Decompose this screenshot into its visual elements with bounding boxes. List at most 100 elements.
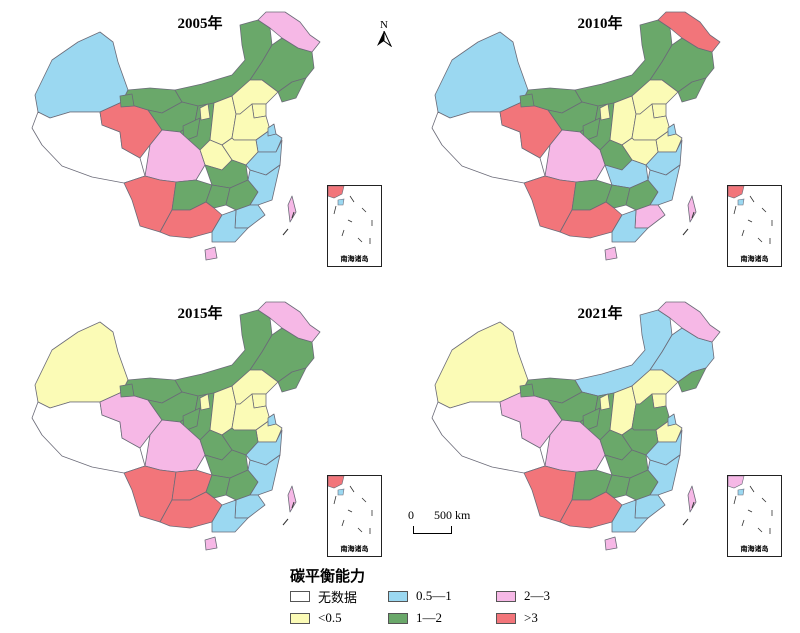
province-region xyxy=(434,31,529,119)
boundary-dash xyxy=(691,211,695,219)
boundary-dash xyxy=(691,501,695,509)
inset-island xyxy=(337,198,345,206)
province-region xyxy=(667,123,677,137)
china-map xyxy=(31,301,321,551)
legend-swatch xyxy=(388,612,408,624)
province-region xyxy=(519,383,535,398)
panel-title: 2021年 xyxy=(577,306,623,322)
legend: 碳平衡能力 无数据 <0.5 0.5—1 1—2 2—3 >3 xyxy=(288,565,588,633)
inset-land xyxy=(728,186,745,199)
province-region xyxy=(599,393,611,411)
province-region xyxy=(267,413,277,427)
inset-label: 南海诸岛 xyxy=(740,545,769,553)
legend-swatch xyxy=(290,612,310,624)
legend-item-0-5-1: 0.5—1 xyxy=(388,587,452,605)
province-region xyxy=(34,321,129,409)
inset-dash xyxy=(357,527,363,533)
legend-label: >3 xyxy=(524,610,538,626)
china-map xyxy=(431,11,721,261)
province-region xyxy=(611,209,649,243)
map-panel-2021: 2021年 南海诸岛 xyxy=(400,290,800,580)
province-region xyxy=(611,499,649,533)
province-region xyxy=(205,474,231,499)
inset-map xyxy=(728,186,773,244)
province-region xyxy=(119,383,135,398)
province-region xyxy=(605,184,631,209)
province-region xyxy=(657,11,721,53)
legend-swatch xyxy=(496,612,516,624)
inset-label: 南海诸岛 xyxy=(340,545,369,553)
legend-label: 1—2 xyxy=(416,610,442,626)
inset-dash xyxy=(361,497,367,503)
boundary-dash xyxy=(682,228,689,236)
province-region xyxy=(204,536,218,551)
legend-label: 0.5—1 xyxy=(416,588,452,604)
province-region xyxy=(277,367,307,393)
south-china-sea-inset: 南海诸岛 xyxy=(327,475,382,557)
legend-item-no-data: 无数据 xyxy=(290,587,357,605)
inset-dash xyxy=(761,497,767,503)
province-region xyxy=(677,77,707,103)
province-region xyxy=(199,393,211,411)
boundary-dash xyxy=(682,518,689,526)
inset-dash xyxy=(757,527,763,533)
legend-item-2-3: 2—3 xyxy=(496,587,550,605)
province-region xyxy=(205,184,231,209)
province-region xyxy=(519,93,535,108)
inset-dash xyxy=(761,207,767,213)
inset-dash xyxy=(347,509,353,513)
province-region xyxy=(667,413,677,427)
south-china-sea-inset: 南海诸岛 xyxy=(727,185,782,267)
legend-item-lt-0-5: <0.5 xyxy=(290,609,342,627)
south-china-sea-inset: 南海诸岛 xyxy=(727,475,782,557)
inset-dash xyxy=(361,207,367,213)
inset-island xyxy=(737,488,745,496)
legend-title: 碳平衡能力 xyxy=(290,569,366,585)
province-region xyxy=(211,499,249,533)
inset-land xyxy=(728,476,745,489)
province-region xyxy=(204,246,218,261)
panel-title: 2015年 xyxy=(177,306,223,322)
province-region xyxy=(687,195,697,223)
scale-bar: 0 500 km xyxy=(408,508,498,538)
inset-dash xyxy=(747,509,753,513)
province-region xyxy=(257,11,321,53)
inset-island xyxy=(737,198,745,206)
north-arrow-icon xyxy=(377,30,393,48)
china-map xyxy=(31,11,321,261)
province-region xyxy=(604,536,618,551)
china-map xyxy=(431,301,721,551)
province-region xyxy=(687,485,697,513)
inset-dash xyxy=(757,237,763,243)
province-region xyxy=(434,321,529,409)
map-panel-2015: 2015年 南海诸岛 xyxy=(0,290,400,580)
panel-title: 2005年 xyxy=(177,16,223,32)
province-region xyxy=(277,77,307,103)
inset-dash xyxy=(747,219,753,223)
inset-label: 南海诸岛 xyxy=(340,255,369,263)
panel-title: 2010年 xyxy=(577,16,623,32)
legend-swatch xyxy=(496,590,516,602)
boundary-dash xyxy=(282,518,289,526)
north-arrow: N xyxy=(374,20,394,52)
legend-label: <0.5 xyxy=(318,610,342,626)
inset-dash xyxy=(749,195,755,203)
inset-dash xyxy=(749,485,755,493)
province-region xyxy=(234,204,266,229)
legend-label: 无数据 xyxy=(318,590,358,605)
inset-dash xyxy=(333,495,337,505)
province-region xyxy=(287,485,297,513)
inset-dash xyxy=(347,219,353,223)
province-region xyxy=(34,31,129,119)
north-label: N xyxy=(380,19,388,31)
inset-dash xyxy=(333,205,337,215)
map-panel-2005: 2005年 南海诸岛 xyxy=(0,0,400,290)
legend-item-1-2: 1—2 xyxy=(388,609,442,627)
inset-dash xyxy=(741,519,745,527)
inset-map xyxy=(728,476,773,534)
inset-land xyxy=(328,186,345,199)
map-panel-2010: 2010年 南海诸岛 xyxy=(400,0,800,290)
legend-swatch xyxy=(388,590,408,602)
province-region xyxy=(657,301,721,343)
province-region xyxy=(287,195,297,223)
